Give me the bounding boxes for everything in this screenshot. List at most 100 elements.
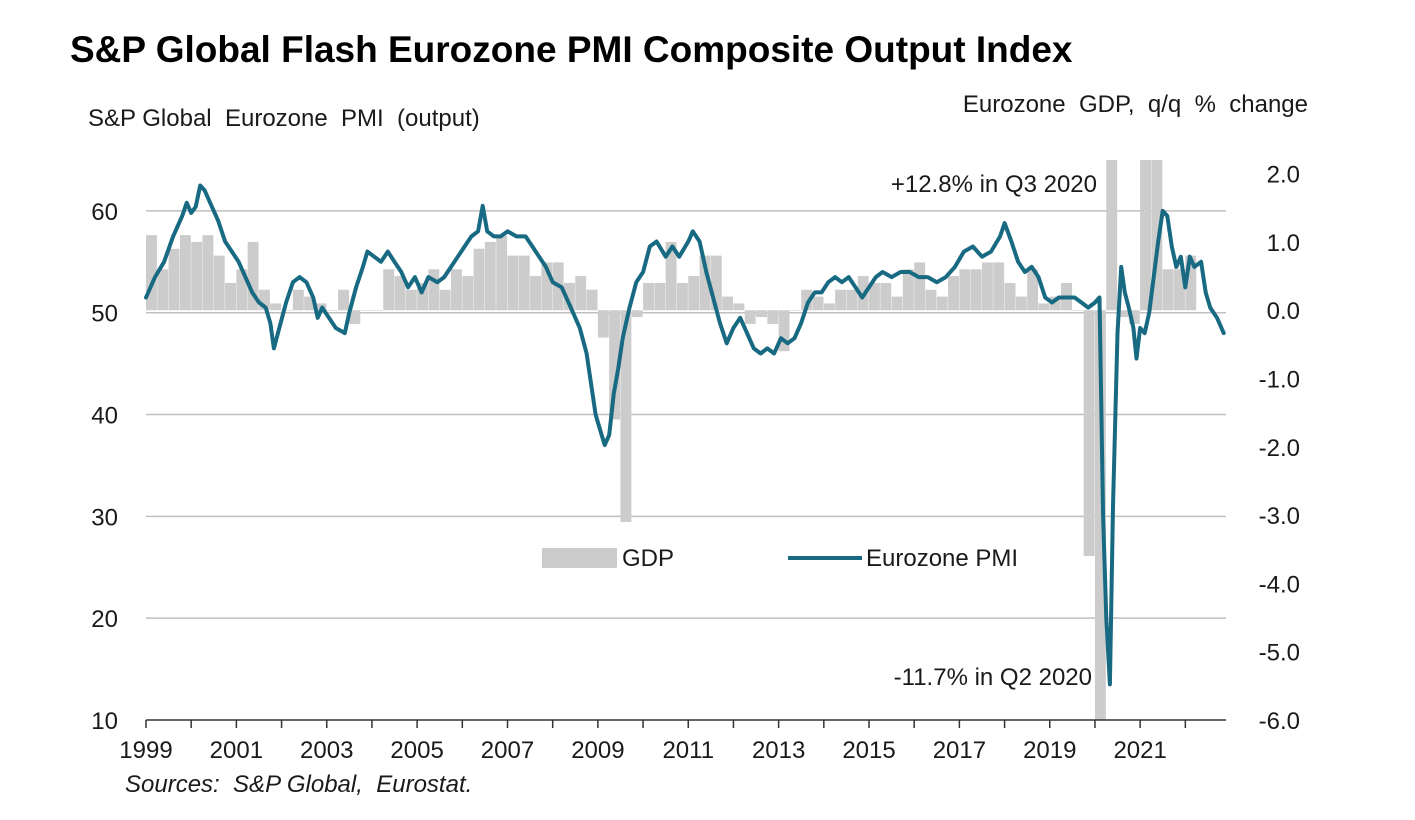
right-tick-label: 0.0 [1267, 298, 1300, 325]
x-tick-label: 2005 [390, 737, 443, 764]
x-tick-label: 2007 [481, 737, 534, 764]
left-tick-label: 50 [91, 301, 118, 328]
right-tick-label: -2.0 [1259, 435, 1300, 462]
gdp-bar [292, 289, 304, 311]
gdp-bar [1027, 269, 1039, 311]
right-tick-label: -1.0 [1259, 367, 1300, 394]
gdp-bar [213, 255, 225, 311]
gdp-bar [1140, 160, 1152, 311]
gdp-bar [304, 296, 316, 311]
gdp-bar [451, 269, 462, 311]
legend-pmi-label: Eurozone PMI [866, 545, 1018, 572]
gdp-bar [405, 289, 417, 311]
gdp-bar [1049, 296, 1061, 311]
gdp-bar [981, 262, 993, 311]
left-tick-label: 30 [91, 504, 118, 531]
legend: GDP Eurozone PMI [542, 545, 1018, 572]
x-tick-label: 2013 [752, 737, 805, 764]
gdp-bar [744, 310, 756, 324]
gdp-bar [880, 282, 892, 311]
gdp-bar [869, 282, 880, 311]
gdp-bar [801, 289, 813, 311]
gdp-bar [620, 310, 632, 522]
legend-gdp-label: GDP [622, 545, 674, 572]
right-tick-label: 1.0 [1267, 230, 1300, 257]
x-tick-label: 2001 [210, 737, 263, 764]
gdp-bar [835, 289, 847, 311]
gdp-bar [688, 276, 700, 311]
gdp-bar [722, 296, 734, 311]
gdp-bar [270, 303, 282, 311]
gdp-bar [1094, 310, 1106, 720]
gdp-bar [383, 269, 395, 311]
gdp-bar [914, 262, 926, 311]
gdp-bar [1185, 255, 1197, 311]
x-tick-label: 2009 [571, 737, 624, 764]
gdp-bar [462, 276, 474, 311]
gdp-bar [236, 269, 248, 311]
legend-gdp-swatch [542, 548, 617, 568]
gdp-bar [1015, 296, 1027, 311]
x-tick-label: 2011 [662, 737, 714, 764]
gdp-bar [778, 310, 790, 352]
gdp-bar [428, 269, 440, 311]
right-tick-label: 2.0 [1267, 162, 1300, 189]
gdp-bars [146, 160, 1197, 720]
gdp-bar [925, 289, 937, 311]
gdp-bar [202, 235, 214, 311]
gdp-bar [1174, 269, 1185, 311]
gdp-bar [518, 255, 530, 311]
x-tick-label: 1999 [119, 737, 172, 764]
gdp-bar [541, 262, 553, 311]
gdp-bar [473, 248, 485, 311]
gdp-bar [710, 255, 722, 311]
gdp-bar [507, 255, 519, 311]
gdp-bar [349, 310, 361, 324]
right-tick-label: -3.0 [1259, 503, 1300, 530]
gdp-bar [993, 262, 1005, 311]
x-tick-label: 2017 [933, 737, 986, 764]
gdp-bar [631, 310, 643, 318]
left-tick-label: 10 [91, 708, 118, 735]
gdp-bar [654, 282, 666, 311]
gdp-bar [643, 282, 654, 311]
x-tick-label: 2021 [1113, 737, 1166, 764]
gdp-bar [371, 310, 383, 311]
gdp-bar [179, 235, 191, 311]
gdp-bar [168, 248, 180, 311]
gdp-bar [586, 289, 598, 311]
gdp-bar [563, 282, 575, 311]
axes: 60 50 40 30 20 10 2.0 1.0 0.0 -1.0 -2.0 -3.0 -4.0 -5.… [91, 162, 1300, 764]
gdp-bar [338, 289, 349, 311]
gdp-bar [1106, 160, 1118, 311]
gdp-bar [530, 276, 541, 311]
gdp-bar [891, 296, 903, 311]
gdp-bar [360, 310, 372, 311]
gdp-bar [846, 289, 858, 311]
gridlines [146, 210, 1226, 619]
gdp-bar [665, 241, 677, 311]
gdp-bar [1128, 310, 1140, 324]
left-tick-label: 40 [91, 403, 118, 430]
gdp-bar [948, 276, 959, 311]
gdp-bar [1004, 282, 1016, 311]
gdp-bar [812, 296, 824, 311]
source-note: Sources: S&P Global, Eurostat. [125, 771, 472, 798]
gdp-bar [417, 282, 429, 311]
gdp-bar [970, 269, 982, 311]
x-tick-label: 2003 [300, 737, 353, 764]
gdp-bar [1117, 310, 1129, 318]
right-tick-label: -4.0 [1259, 571, 1300, 598]
gdp-bar [439, 289, 451, 311]
gdp-bar [733, 303, 745, 311]
right-tick-label: -6.0 [1259, 708, 1300, 735]
pmi-line-layer [144, 183, 1226, 687]
gdp-bar [394, 276, 406, 311]
gdp-bar [1072, 310, 1084, 311]
gdp-bar [496, 235, 508, 311]
gdp-bar [1162, 269, 1174, 311]
left-tick-label: 20 [91, 606, 118, 633]
gdp-bar [756, 310, 767, 318]
